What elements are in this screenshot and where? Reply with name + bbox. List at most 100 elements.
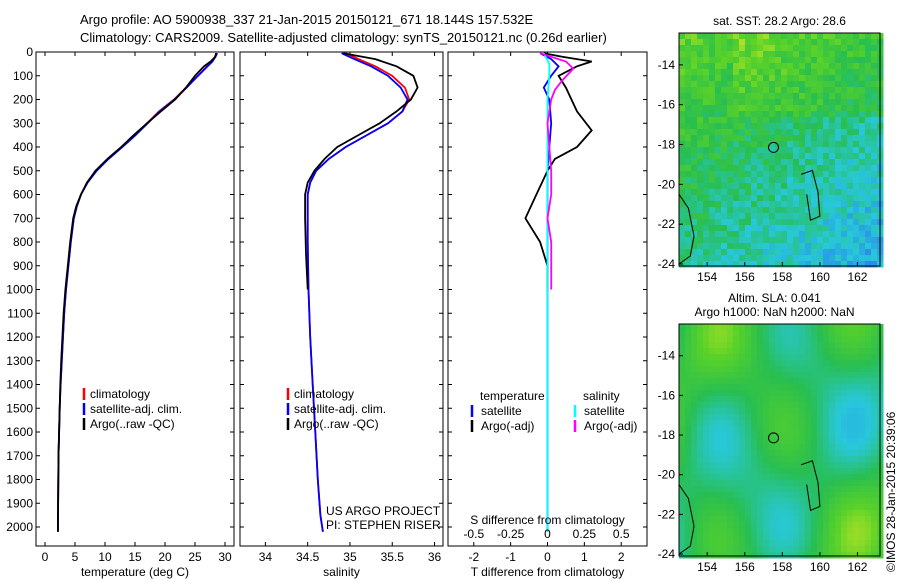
heatmap-cell [757, 348, 764, 355]
heatmap-cell [811, 372, 818, 379]
heatmap-cell [841, 87, 848, 94]
heatmap-cell [871, 195, 878, 202]
profile-location-marker [768, 141, 780, 153]
heatmap-cell [721, 552, 728, 559]
heatmap-cell [853, 69, 860, 76]
heatmap-cell [721, 426, 728, 433]
heatmap-cell [703, 141, 710, 148]
heatmap-cell [823, 153, 830, 160]
heatmap-cell [781, 384, 788, 391]
heatmap-cell [727, 330, 734, 337]
heatmap-cell [691, 342, 698, 349]
heatmap-cell [721, 372, 728, 379]
heatmap-cell [835, 414, 842, 421]
legend-label: satellite-adj. clim. [90, 402, 182, 416]
heatmap-cell [835, 462, 842, 469]
heatmap-cell [871, 468, 878, 475]
heatmap-cell [871, 342, 878, 349]
heatmap-cell [787, 123, 794, 130]
heatmap-cell [703, 45, 710, 52]
heatmap-cell [715, 546, 722, 553]
heatmap-cell [715, 81, 722, 88]
heatmap-cell [727, 147, 734, 154]
heatmap-cell [691, 546, 698, 553]
heatmap-cell [811, 171, 818, 178]
heatmap-cell [793, 237, 800, 244]
heatmap-cell [871, 354, 878, 361]
heatmap-cell [775, 402, 782, 409]
x-tick-label-top: -0.25 [497, 527, 525, 541]
heatmap-cell [811, 105, 818, 112]
heatmap-cell [745, 249, 752, 256]
heatmap-cell [841, 165, 848, 172]
heatmap-cell [739, 207, 746, 214]
heatmap-cell [691, 189, 698, 196]
heatmap-cell [787, 510, 794, 517]
heatmap-cell [799, 546, 806, 553]
heatmap-cell [727, 153, 734, 160]
heatmap-cell [841, 81, 848, 88]
heatmap-cell [751, 456, 758, 463]
heatmap-cell [715, 330, 722, 337]
heatmap-cell [745, 324, 752, 331]
heatmap-cell [787, 81, 794, 88]
heatmap-cell [871, 153, 878, 160]
heatmap-cell [859, 432, 866, 439]
heatmap-cell [817, 159, 824, 166]
heatmap-cell [865, 249, 872, 256]
heatmap-cell [709, 195, 716, 202]
heatmap-cell [781, 480, 788, 487]
heatmap-cell [823, 249, 830, 256]
heatmap-cell [733, 255, 740, 262]
heatmap-cell [859, 183, 866, 190]
heatmap-cell [769, 135, 776, 142]
heatmap-cell [715, 552, 722, 559]
heatmap-cell [757, 420, 764, 427]
heatmap-cell [769, 486, 776, 493]
heatmap-cell [697, 219, 704, 226]
heatmap-cell [781, 141, 788, 148]
heatmap-cell [823, 414, 830, 421]
heatmap-cell [793, 93, 800, 100]
heatmap-cell [871, 99, 878, 106]
heatmap-cell [853, 189, 860, 196]
heatmap-cell [811, 45, 818, 52]
heatmap-cell [781, 552, 788, 559]
heatmap-cell [823, 51, 830, 58]
heatmap-cell [829, 93, 836, 100]
heatmap-cell [709, 189, 716, 196]
heatmap-cell [817, 147, 824, 154]
heatmap-cell [805, 147, 812, 154]
heatmap-cell [739, 117, 746, 124]
heatmap-cell [787, 402, 794, 409]
heatmap-cell [739, 324, 746, 331]
heatmap-cell [811, 552, 818, 559]
heatmap-cell [679, 51, 686, 58]
heatmap-cell [691, 438, 698, 445]
heatmap-cell [781, 189, 788, 196]
heatmap-cell [787, 366, 794, 373]
heatmap-cell [745, 540, 752, 547]
heatmap-cell [853, 432, 860, 439]
heatmap-cell [859, 498, 866, 505]
heatmap-cell [817, 522, 824, 529]
heatmap-cell [685, 462, 692, 469]
heatmap-cell [793, 372, 800, 379]
heatmap-cell [787, 426, 794, 433]
heatmap-cell [685, 438, 692, 445]
heatmap-cell [799, 153, 806, 160]
heatmap-cell [805, 195, 812, 202]
heatmap-cell [679, 231, 686, 238]
y-tick-label: 1100 [7, 306, 33, 320]
heatmap-cell [709, 33, 716, 40]
heatmap-cell [697, 195, 704, 202]
heatmap-cell [835, 69, 842, 76]
heatmap-cell [793, 420, 800, 427]
heatmap-cell [865, 201, 872, 208]
heatmap-cell [817, 93, 824, 100]
heatmap-cell [805, 354, 812, 361]
heatmap-cell [835, 342, 842, 349]
heatmap-cell [685, 261, 692, 268]
heatmap-cell [841, 57, 848, 64]
heatmap-cell [739, 474, 746, 481]
